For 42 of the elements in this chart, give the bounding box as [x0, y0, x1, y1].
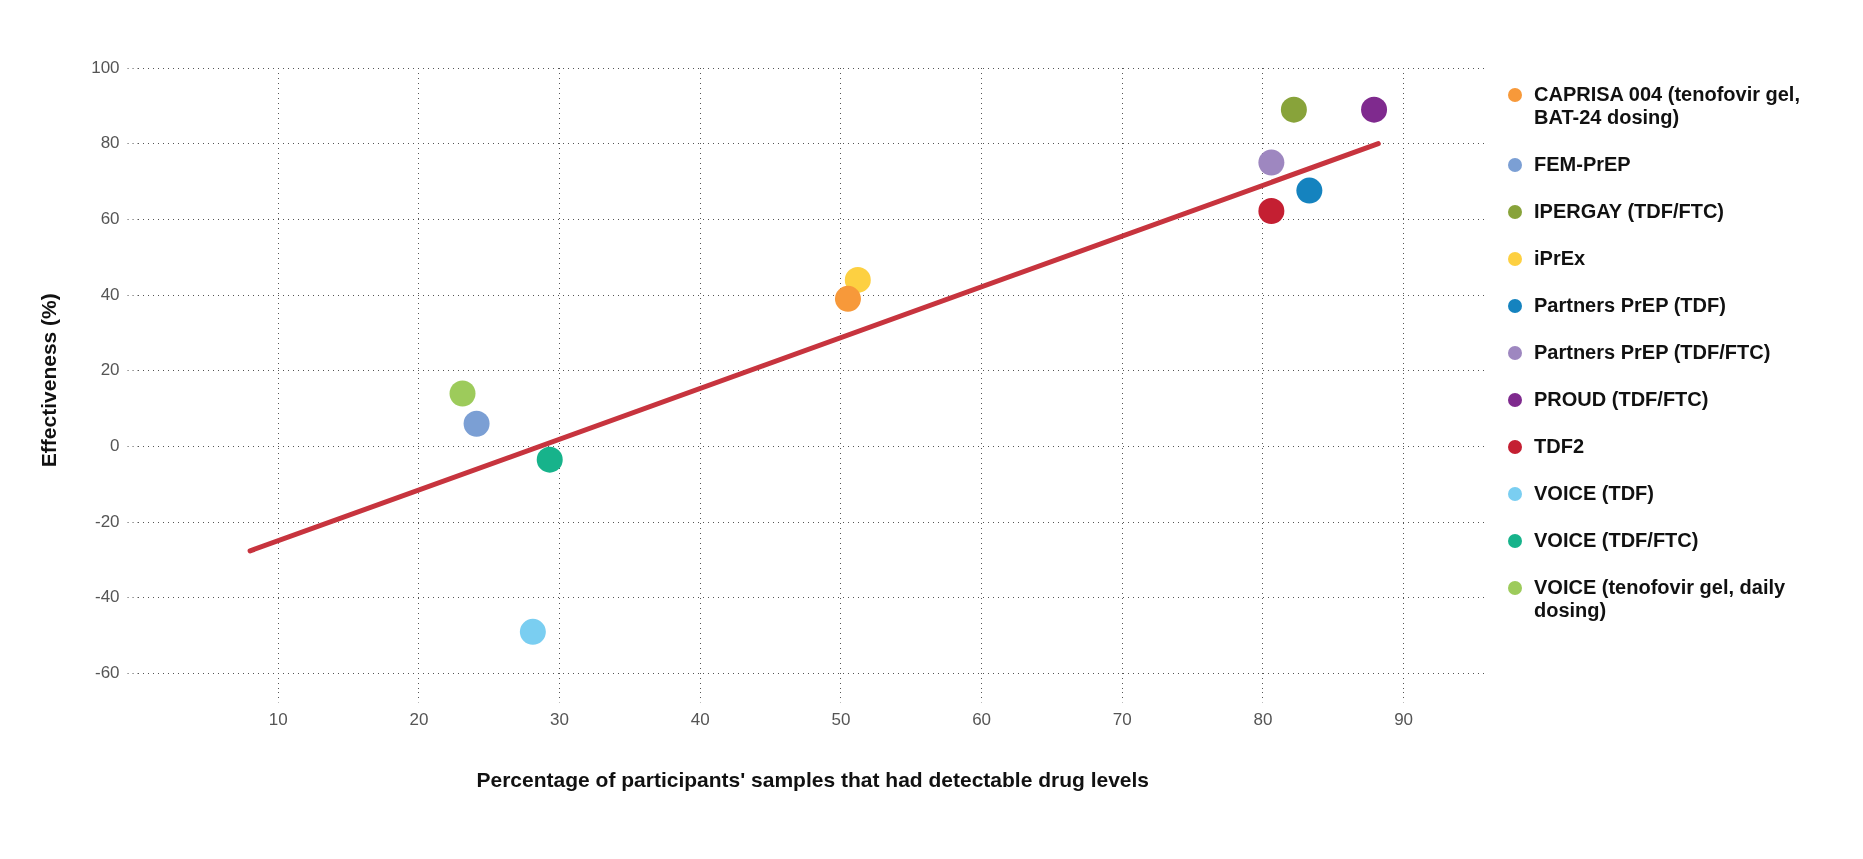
- legend-label: PROUD (TDF/FTC): [1534, 388, 1709, 411]
- x-tick-label: 90: [1394, 710, 1414, 730]
- y-tick-label: -40: [94, 587, 120, 607]
- point: [463, 410, 490, 437]
- legend-label: IPERGAY (TDF/FTC): [1534, 200, 1725, 223]
- point: [844, 266, 871, 293]
- x-axis-title: Percentage of participants' samples that had detectable drug levels: [476, 768, 1150, 792]
- y-tick-label: 100: [91, 57, 120, 77]
- x-tick-label: 10: [268, 710, 288, 730]
- point: [449, 380, 476, 407]
- x-tick-label: 40: [690, 710, 710, 730]
- y-axis-title: Effectiveness (%): [37, 293, 61, 468]
- point: [834, 285, 861, 312]
- point: [536, 446, 563, 473]
- point: [1296, 177, 1323, 204]
- legend-label: FEM-PrEP: [1534, 153, 1631, 176]
- y-tick-label: 60: [100, 209, 120, 229]
- x-tick-label: 80: [1253, 710, 1273, 730]
- legend-label: CAPRISA 004 (tenofovir gel, BAT-24 dosing): [1534, 83, 1801, 129]
- legend-label: TDF2: [1534, 435, 1584, 458]
- legend-label: VOICE (TDF/FTC): [1534, 529, 1699, 552]
- y-tick-label: 0: [110, 436, 120, 456]
- x-tick-label: 30: [550, 710, 570, 730]
- point: [1280, 96, 1307, 123]
- x-tick-label: 20: [409, 710, 429, 730]
- point: [1361, 96, 1388, 123]
- legend-label: Partners PrEP (TDF/FTC): [1534, 341, 1771, 364]
- y-tick-label: 20: [100, 360, 120, 380]
- x-tick-label: 60: [972, 710, 992, 730]
- y-tick-label: 40: [100, 284, 120, 304]
- point: [1258, 198, 1285, 225]
- point: [1258, 149, 1285, 176]
- legend-label: Partners PrEP (TDF): [1534, 294, 1726, 317]
- x-tick-label: 50: [831, 710, 851, 730]
- legend-label: VOICE (tenofovir gel, daily dosing): [1534, 576, 1787, 622]
- point: [519, 618, 546, 645]
- legend-label: iPrEx: [1534, 247, 1586, 270]
- legend-label: VOICE (TDF): [1534, 482, 1654, 505]
- y-tick-label: 80: [100, 133, 120, 153]
- x-tick-label: 70: [1112, 710, 1132, 730]
- y-tick-label: -60: [94, 663, 120, 683]
- y-tick-label: -20: [94, 511, 120, 531]
